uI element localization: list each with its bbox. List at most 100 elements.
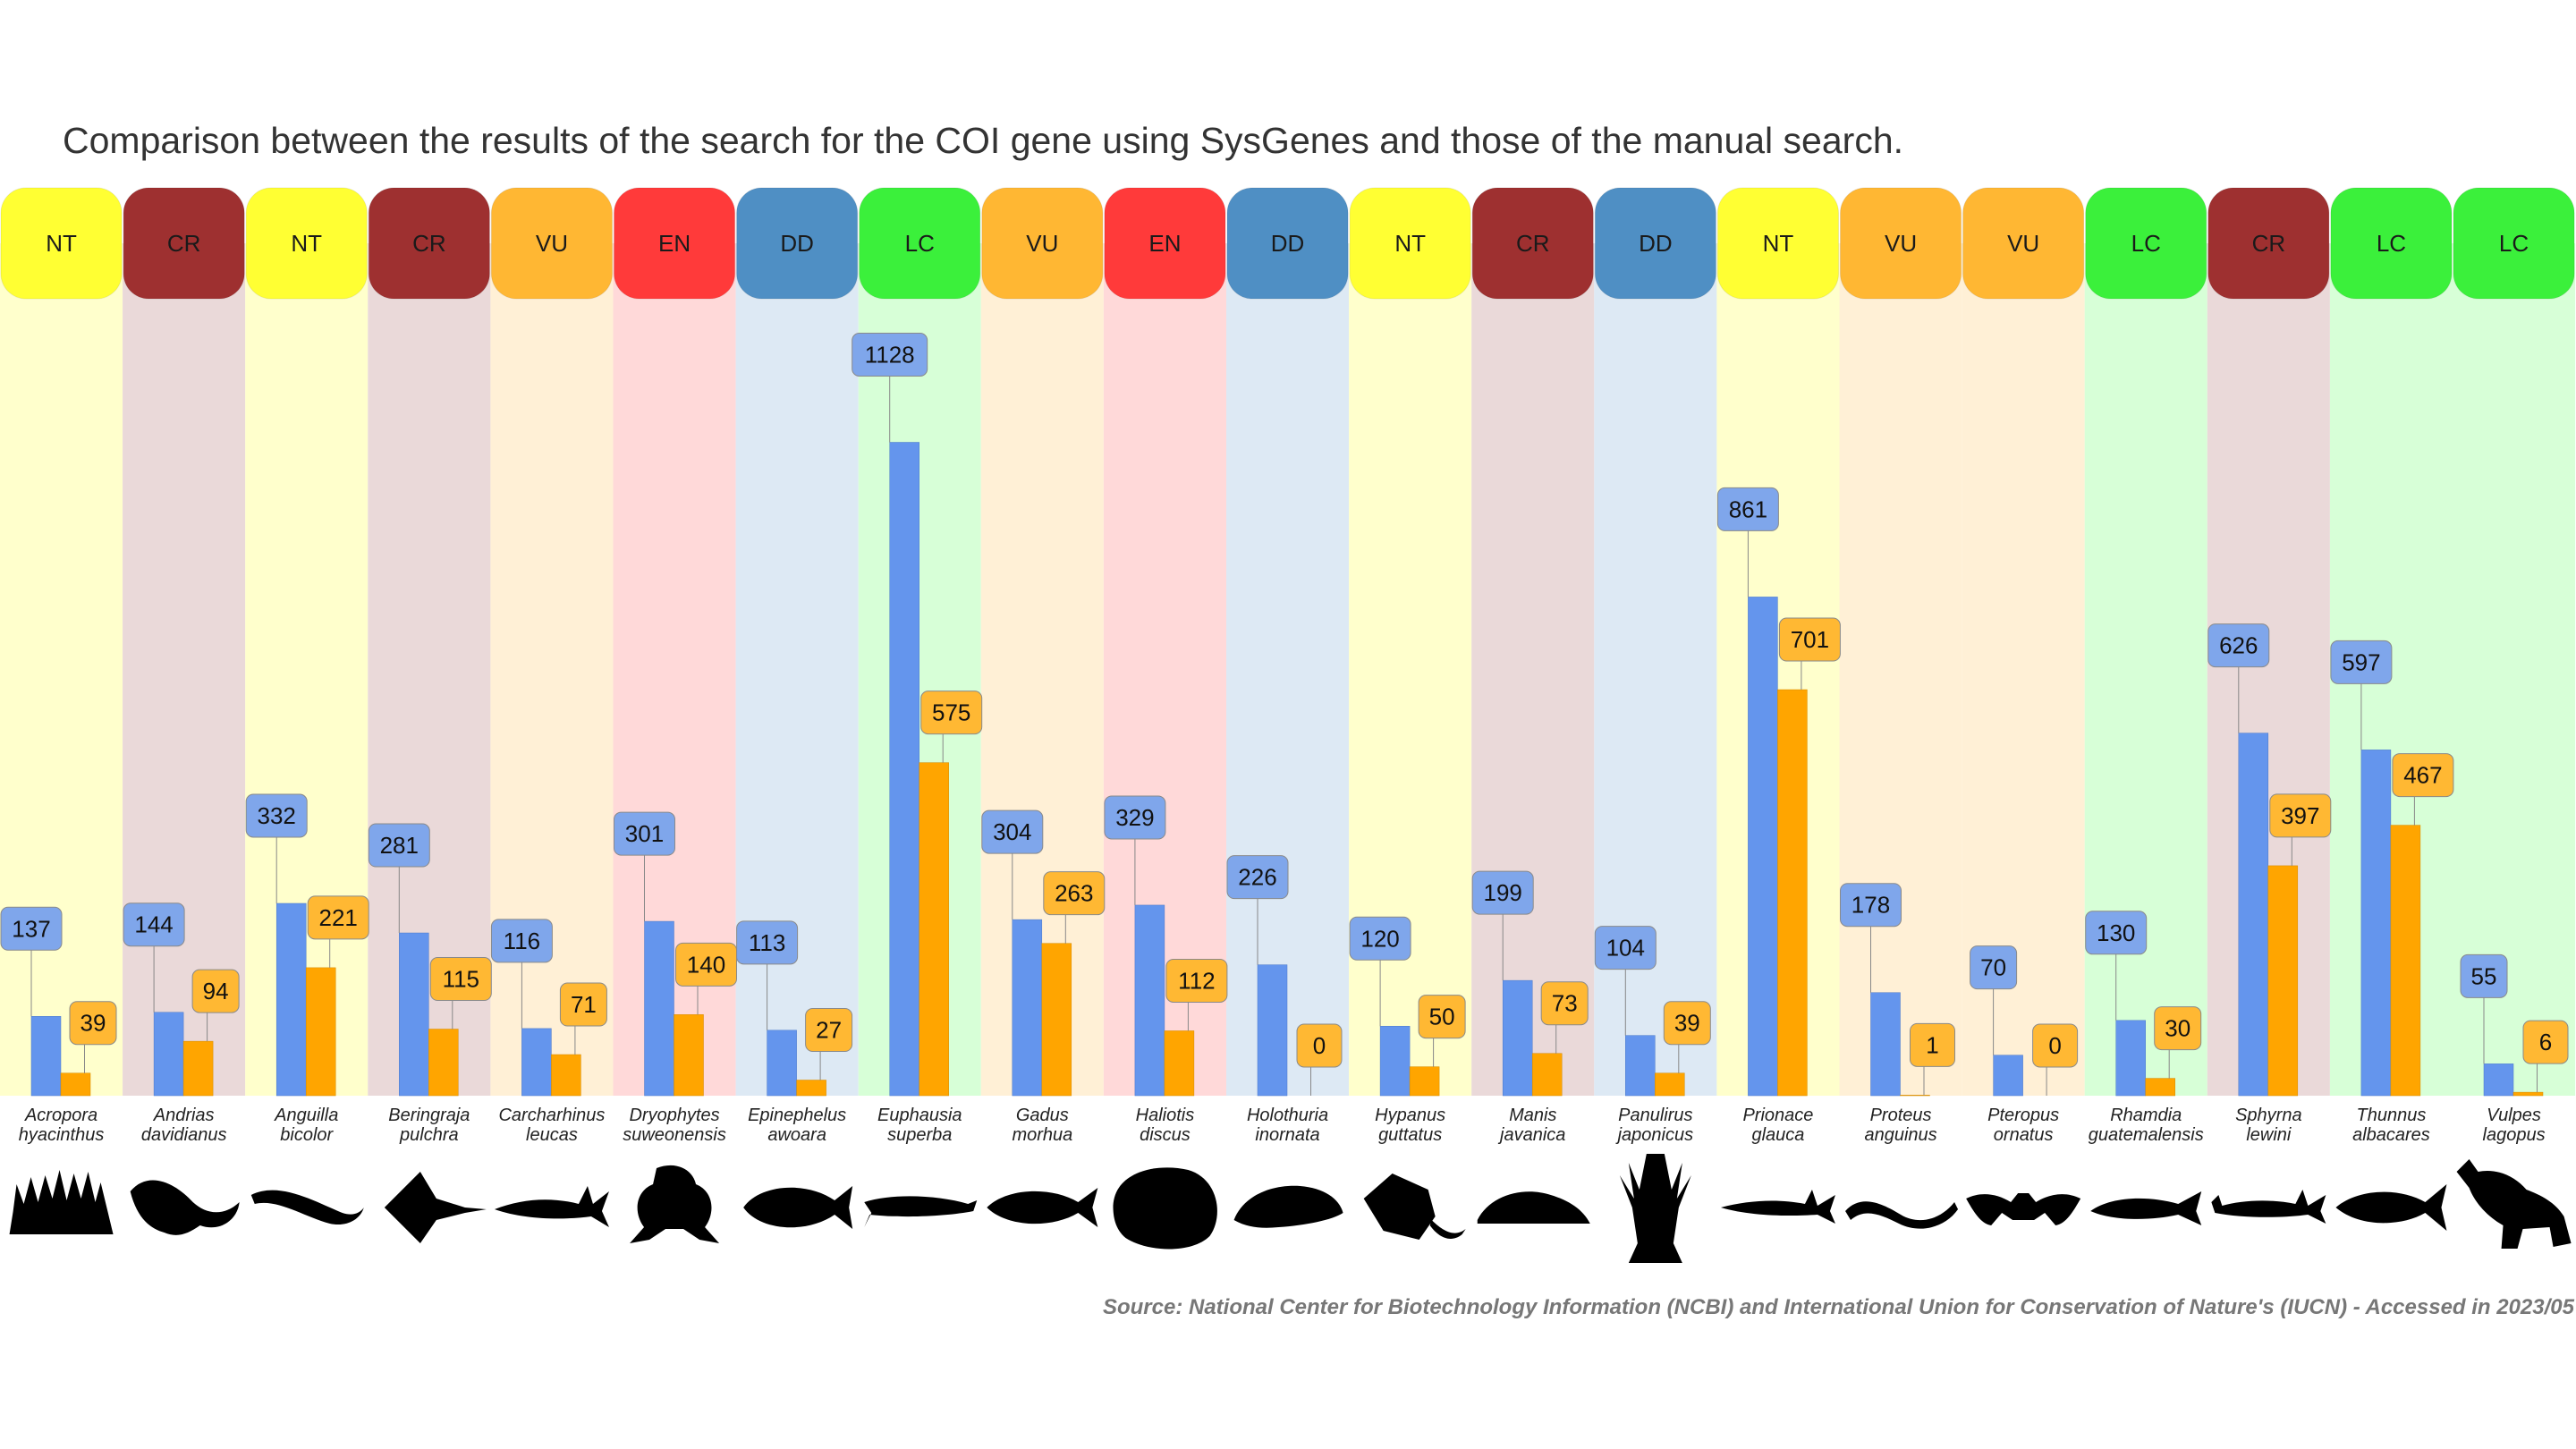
species-epithet: lewini — [2246, 1125, 2292, 1145]
value-label-manual-box — [920, 691, 983, 735]
value-label-sysgenes-box — [1594, 926, 1657, 970]
bar-sysgenes — [1134, 904, 1165, 1097]
value-label-sysgenes: 332 — [258, 802, 296, 829]
value-label-sysgenes-box — [0, 906, 63, 951]
species-genus: Proteus — [1870, 1106, 1932, 1125]
value-label-sysgenes-box — [981, 809, 1044, 854]
status-header-label: NT — [291, 230, 322, 257]
value-label-sysgenes-box — [2460, 953, 2508, 998]
status-header — [245, 187, 368, 300]
value-label-manual-box — [1540, 981, 1589, 1026]
status-header-label: DD — [1271, 230, 1305, 257]
grouper-icon — [743, 1186, 853, 1229]
species-epithet: hyacinthus — [19, 1125, 105, 1145]
status-header — [859, 187, 981, 300]
value-label-sysgenes-box — [1970, 945, 2018, 990]
value-label-manual: 30 — [2165, 1015, 2190, 1042]
value-label-sysgenes: 178 — [1852, 892, 1890, 919]
eel-icon — [250, 1190, 364, 1225]
value-label-manual-box — [1778, 617, 1841, 662]
status-headers: NT CR NT CR VU EN DD LC VU EN DD NT CR DD NT VU VU LC CR LC… — [0, 187, 2575, 300]
status-band — [1103, 243, 1226, 1096]
bar-sysgenes — [2483, 1063, 2514, 1097]
status-header — [1349, 187, 1471, 300]
species-epithet: inornata — [1255, 1125, 1319, 1145]
species-genus: Thunnus — [2357, 1106, 2427, 1125]
status-header — [614, 187, 736, 300]
status-header-label: CR — [2252, 230, 2286, 257]
abalone-icon — [1113, 1167, 1217, 1250]
status-header — [1716, 187, 1840, 300]
value-label-manual-box — [1418, 995, 1466, 1039]
value-label-manual-box — [69, 1001, 117, 1046]
species-epithet: awoara — [767, 1125, 826, 1145]
status-band — [0, 243, 123, 1096]
status-header — [123, 187, 245, 300]
bar-sysgenes — [1870, 992, 1901, 1097]
species-genus: Haliotis — [1136, 1106, 1195, 1125]
bar-manual — [428, 1029, 459, 1097]
bar-manual — [2267, 865, 2299, 1097]
value-label-manual-box — [1910, 1022, 1955, 1067]
status-header-label: LC — [2499, 230, 2529, 257]
status-header-label: CR — [1516, 230, 1550, 257]
value-label-manual: 140 — [687, 951, 725, 978]
bar-manual — [60, 1072, 91, 1097]
status-header — [1594, 187, 1716, 300]
status-header-label: LC — [2377, 230, 2406, 257]
value-label-manual: 701 — [1791, 626, 1829, 653]
status-bands — [0, 243, 2576, 1096]
value-label-sysgenes-box — [1349, 916, 1411, 961]
status-header-label: DD — [1639, 230, 1673, 257]
species-genus: Beringraja — [388, 1106, 470, 1125]
value-label-sysgenes: 861 — [1729, 496, 1767, 522]
species-genus: Prionace — [1742, 1106, 1813, 1125]
species-genus: Euphausia — [877, 1106, 962, 1125]
value-label-sysgenes: 130 — [2097, 919, 2135, 946]
status-header — [368, 187, 490, 300]
value-label-manual: 115 — [443, 966, 479, 993]
value-label-manual-box — [559, 982, 607, 1027]
bar-sysgenes — [1012, 919, 1043, 1097]
status-header-label: NT — [46, 230, 77, 257]
status-band — [490, 243, 614, 1096]
value-label-sysgenes-box — [368, 823, 430, 868]
bat-icon — [1966, 1193, 2081, 1225]
species-genus: Carcharhinus — [498, 1106, 605, 1125]
status-band — [1349, 243, 1472, 1096]
value-label-sysgenes: 597 — [2342, 648, 2380, 675]
value-label-sysgenes-box — [1226, 855, 1289, 900]
value-label-manual: 1 — [1926, 1031, 1938, 1058]
status-header-label: VU — [2007, 230, 2039, 257]
status-header-label: LC — [2131, 230, 2161, 257]
species-genus: Gadus — [1016, 1106, 1069, 1125]
status-header-label: EN — [658, 230, 691, 257]
species-epithet: suweonensis — [623, 1125, 726, 1145]
status-header — [1840, 187, 1962, 300]
coral-icon — [9, 1170, 114, 1234]
value-label-manual: 50 — [1429, 1004, 1455, 1030]
bar-sysgenes — [1257, 964, 1288, 1097]
species-epithet: superba — [887, 1125, 952, 1145]
species-genus: Holothuria — [1247, 1106, 1328, 1125]
value-label-sysgenes: 329 — [1115, 804, 1154, 831]
bar-manual — [182, 1040, 214, 1097]
species-epithet: davidianus — [141, 1125, 227, 1145]
status-header — [2207, 187, 2330, 300]
value-label-sysgenes: 70 — [1980, 954, 2006, 981]
status-header-label: VU — [1885, 230, 1917, 257]
status-header — [2085, 187, 2207, 300]
shark-icon — [494, 1186, 609, 1227]
value-label-manual: 221 — [319, 904, 358, 931]
status-band — [245, 243, 369, 1096]
chart-title: Comparison between the results of the se… — [63, 120, 1904, 161]
value-label-manual-box — [1296, 1023, 1343, 1068]
status-header-label: NT — [1394, 230, 1426, 257]
status-band — [2084, 243, 2207, 1096]
status-header-label: LC — [905, 230, 935, 257]
bar-manual — [1655, 1072, 1685, 1097]
value-label-manual: 575 — [932, 699, 970, 726]
cod-icon — [987, 1188, 1098, 1227]
species-epithet: ornatus — [1994, 1125, 2054, 1145]
fox-icon — [2456, 1159, 2572, 1249]
